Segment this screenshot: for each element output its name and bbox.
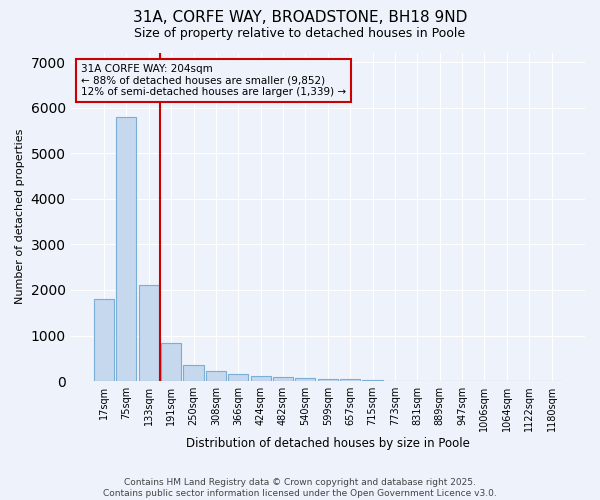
Bar (340, 380, 360, 381)
X-axis label: Distribution of detached houses by size in Poole: Distribution of detached houses by size … (186, 437, 470, 450)
Bar (228, 374, 248, 381)
Y-axis label: Number of detached properties: Number of detached properties (15, 129, 25, 304)
Text: Contains HM Land Registry data © Crown copyright and database right 2025.
Contai: Contains HM Land Registry data © Crown c… (103, 478, 497, 498)
Bar (318, 378, 338, 381)
Bar (184, 364, 203, 381)
Text: 31A, CORFE WAY, BROADSTONE, BH18 9ND: 31A, CORFE WAY, BROADSTONE, BH18 9ND (133, 10, 467, 25)
Bar (295, 378, 316, 381)
Bar (362, 380, 383, 381)
Text: Size of property relative to detached houses in Poole: Size of property relative to detached ho… (134, 28, 466, 40)
Bar (139, 286, 159, 381)
Text: 31A CORFE WAY: 204sqm
← 88% of detached houses are smaller (9,852)
12% of semi-d: 31A CORFE WAY: 204sqm ← 88% of detached … (81, 64, 346, 97)
Bar (251, 376, 271, 381)
Bar (161, 344, 181, 381)
Bar (116, 117, 136, 381)
Bar (273, 377, 293, 381)
Bar (206, 371, 226, 381)
Bar (94, 299, 114, 381)
